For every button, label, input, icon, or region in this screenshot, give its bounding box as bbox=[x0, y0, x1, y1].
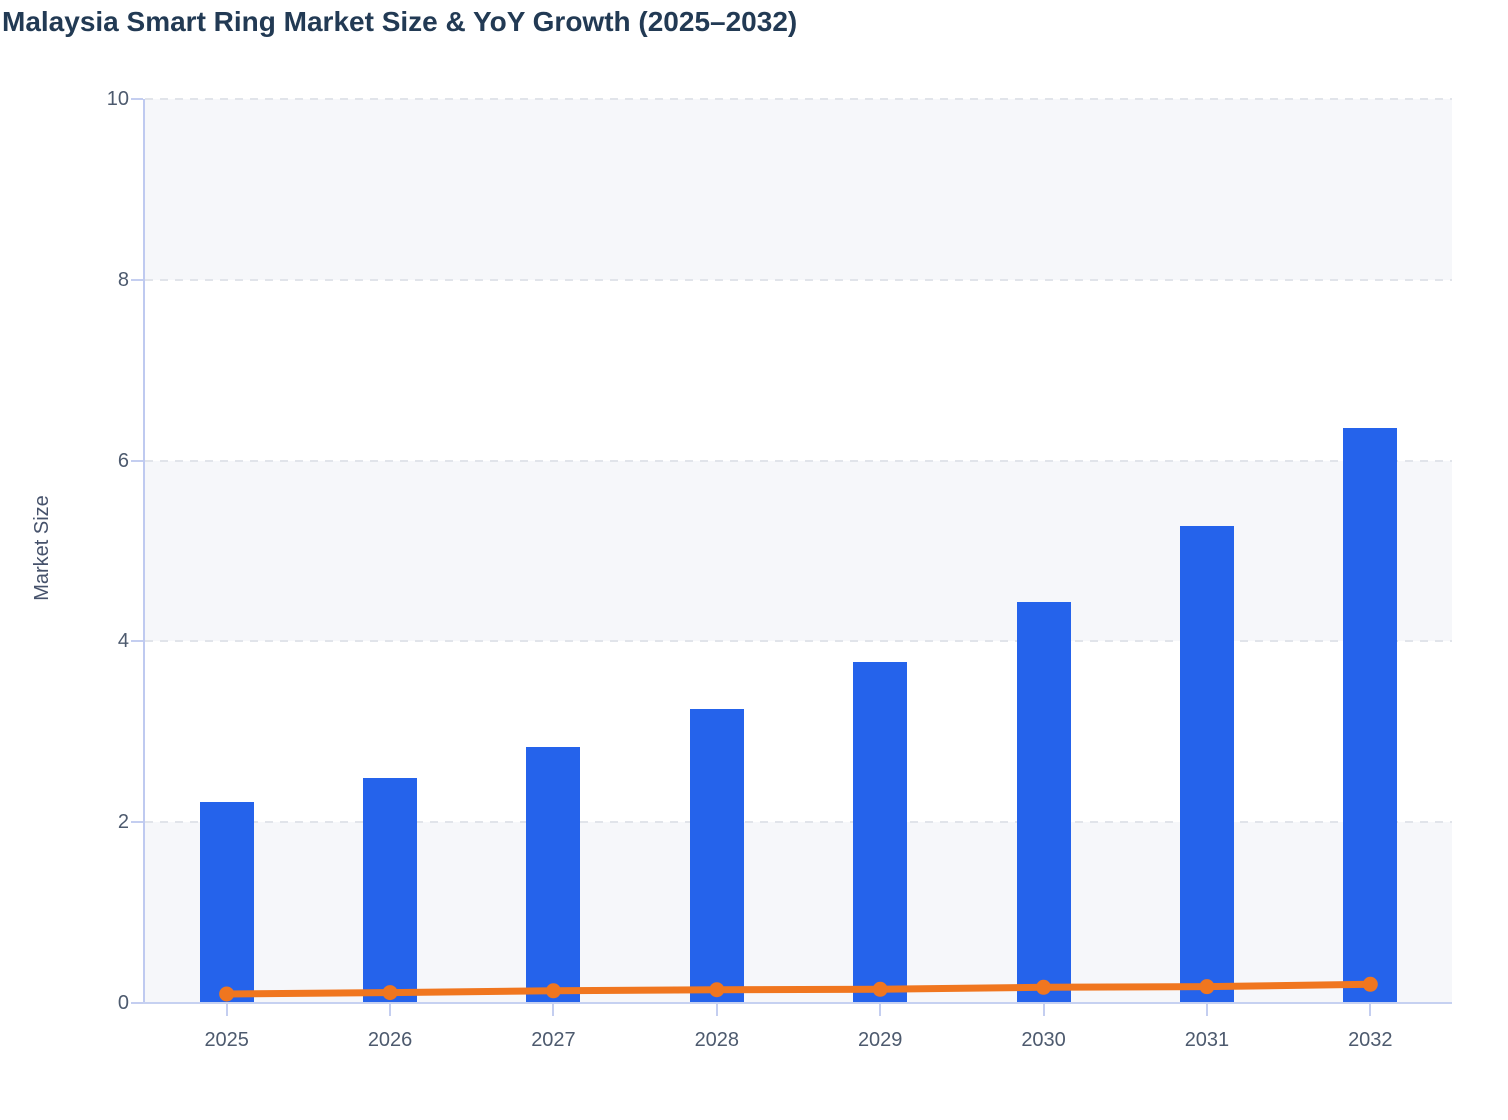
x-tick-label: 2027 bbox=[531, 1029, 576, 1051]
plot-band bbox=[145, 99, 1452, 280]
x-tick-label: 2031 bbox=[1184, 1029, 1230, 1051]
y-tick-label: 2 bbox=[117, 811, 129, 834]
bar bbox=[1179, 525, 1234, 1003]
x-axis-tick bbox=[1205, 1004, 1208, 1016]
plot-band bbox=[145, 822, 1452, 1003]
y-axis-tick bbox=[131, 98, 143, 100]
bar bbox=[1016, 601, 1071, 1003]
plot-band bbox=[145, 460, 1452, 642]
x-axis-tick bbox=[1042, 1004, 1045, 1016]
y-tick-label: 0 bbox=[117, 992, 129, 1014]
x-axis-tick bbox=[389, 1004, 392, 1016]
y-axis-line bbox=[143, 99, 145, 1003]
x-tick-label: 2032 bbox=[1348, 1029, 1393, 1051]
x-tick-label: 2026 bbox=[367, 1029, 413, 1051]
bar bbox=[199, 802, 254, 1003]
x-tick-label: 2028 bbox=[694, 1029, 740, 1051]
x-axis-tick bbox=[715, 1004, 718, 1016]
y-tick-label: 10 bbox=[106, 88, 129, 110]
bar bbox=[526, 747, 581, 1003]
y-axis-tick bbox=[131, 640, 143, 643]
x-axis-tick bbox=[225, 1004, 228, 1016]
gridline-y bbox=[145, 459, 1452, 462]
bar bbox=[363, 777, 418, 1003]
gridline-y bbox=[145, 278, 1452, 281]
x-axis-tick bbox=[552, 1004, 555, 1016]
x-axis-tick bbox=[1369, 1004, 1372, 1016]
x-axis-tick bbox=[879, 1004, 882, 1016]
y-tick-label: 6 bbox=[117, 449, 129, 472]
x-tick-label: 2025 bbox=[204, 1029, 249, 1051]
page-title: Malaysia Smart Ring Market Size & YoY Gr… bbox=[2, 6, 798, 37]
bar bbox=[1343, 428, 1398, 1003]
y-axis-tick bbox=[131, 821, 143, 824]
x-tick-label: 2030 bbox=[1021, 1029, 1066, 1051]
y-axis-tick bbox=[131, 278, 143, 281]
y-tick-label: 8 bbox=[117, 268, 129, 291]
gridline-y bbox=[145, 821, 1452, 824]
bar bbox=[853, 662, 908, 1003]
gridline-y bbox=[145, 98, 1452, 100]
x-tick-label: 2029 bbox=[857, 1029, 903, 1051]
y-axis-title: Market Size bbox=[31, 495, 53, 601]
y-tick-label: 4 bbox=[117, 630, 129, 653]
y-axis-tick bbox=[131, 1002, 143, 1004]
y-axis-tick bbox=[131, 459, 143, 462]
bar bbox=[689, 709, 744, 1003]
x-axis-line bbox=[131, 1002, 1452, 1004]
gridline-y bbox=[145, 640, 1452, 643]
